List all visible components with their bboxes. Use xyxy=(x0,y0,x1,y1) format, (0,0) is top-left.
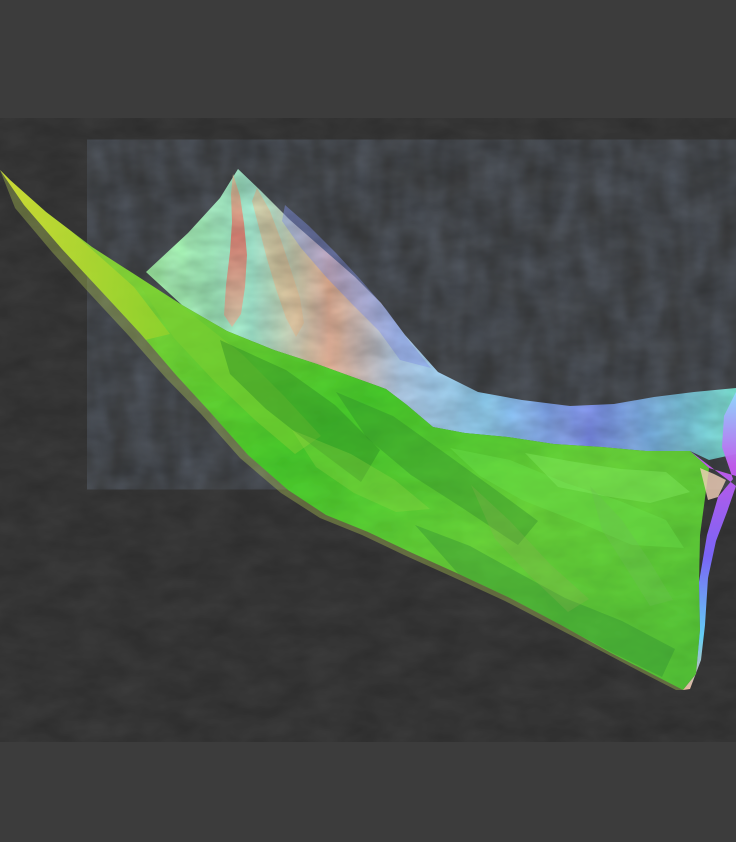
right-edge-highlight xyxy=(700,468,726,500)
ridge-blue-shadow xyxy=(282,205,431,368)
right-edge-wall[interactable] xyxy=(683,392,736,690)
front-terrain-face[interactable] xyxy=(0,170,709,690)
ridge-red-streak xyxy=(224,174,247,327)
ridge-peach-streak xyxy=(252,188,304,337)
back-slope-surface[interactable] xyxy=(146,169,736,460)
